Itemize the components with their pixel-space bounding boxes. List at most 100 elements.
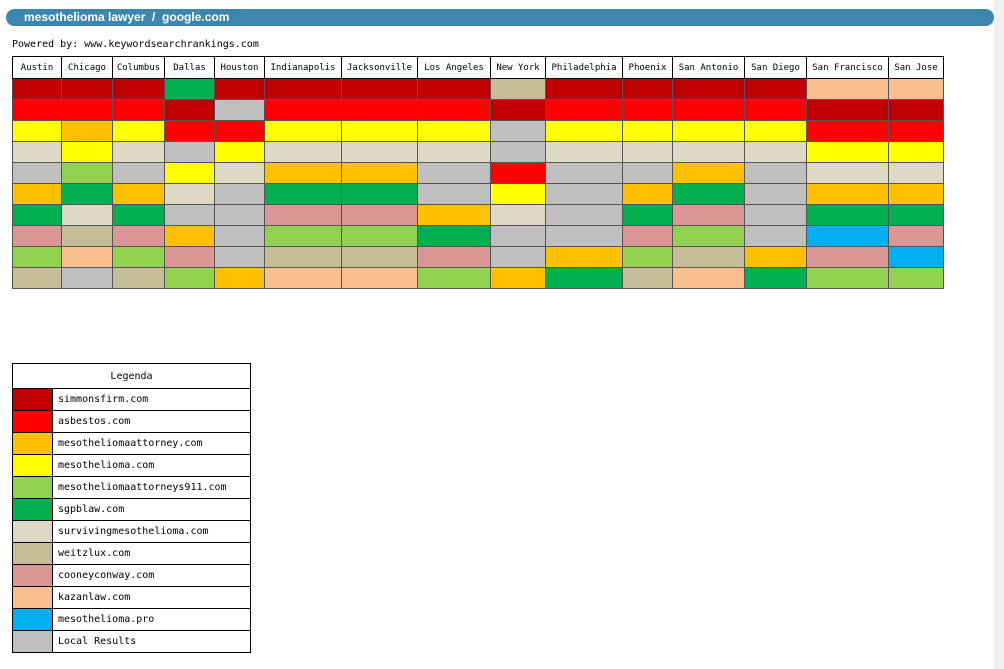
rank-cell [12, 162, 62, 184]
rank-cell [545, 246, 623, 268]
rank-cell [417, 99, 491, 121]
city-header: Los Angeles [417, 56, 491, 79]
rank-cell [12, 120, 62, 142]
city-header: Columbus [112, 56, 165, 79]
rank-cell [744, 204, 807, 226]
rank-cell [61, 120, 113, 142]
city-header: San Diego [744, 56, 807, 79]
legend-swatch [12, 388, 53, 411]
rank-cell [214, 183, 265, 205]
rank-cell [164, 141, 215, 163]
legend-item: Local Results [12, 630, 251, 653]
city-header: San Jose [888, 56, 944, 79]
rank-cell [744, 183, 807, 205]
legend-swatch [12, 520, 53, 543]
page-scrollbar[interactable] [994, 0, 1004, 669]
powered-by-text: Powered by: www.keywordsearchrankings.co… [12, 39, 259, 50]
rank-cell [417, 141, 491, 163]
rank-cell [672, 183, 745, 205]
legend-item: sgpblaw.com [12, 498, 251, 521]
city-header: Houston [214, 56, 265, 79]
rank-cell [341, 78, 418, 100]
rank-cell [12, 267, 62, 289]
legend-item: simmonsfirm.com [12, 388, 251, 411]
rank-cell [888, 141, 944, 163]
rank-cell [341, 183, 418, 205]
city-header: Austin [12, 56, 62, 79]
legend-table: Legenda simmonsfirm.com asbestos.com mesot… [12, 363, 251, 653]
legend-item: cooneyconway.com [12, 564, 251, 587]
rank-cell [264, 267, 342, 289]
rank-cell [622, 141, 673, 163]
rank-cell [12, 183, 62, 205]
rank-cell [806, 162, 889, 184]
legend-item: kazanlaw.com [12, 586, 251, 609]
rank-cell [545, 99, 623, 121]
rank-cell [164, 246, 215, 268]
rank-cell [672, 78, 745, 100]
rank-cell [214, 78, 265, 100]
rank-cell [112, 120, 165, 142]
rank-cell [164, 225, 215, 247]
legend-swatch [12, 542, 53, 565]
rank-cell [806, 225, 889, 247]
rank-cell [622, 162, 673, 184]
rank-cell [622, 246, 673, 268]
rank-cell [545, 162, 623, 184]
rank-cell [888, 183, 944, 205]
rank-cell [806, 183, 889, 205]
rank-cell [545, 78, 623, 100]
rank-cell [164, 183, 215, 205]
rank-cell [490, 225, 546, 247]
rank-cell [490, 141, 546, 163]
header-title: mesothelioma lawyer / google.com [24, 10, 230, 24]
city-header-row: Austin Chicago Columbus Dallas Houston Indian… [12, 56, 944, 79]
rank-cell [744, 225, 807, 247]
legend-title: Legenda [12, 363, 251, 389]
rank-cell [490, 246, 546, 268]
rank-cell [61, 204, 113, 226]
rank-cell [12, 78, 62, 100]
rank-cell [744, 99, 807, 121]
rank-cell [744, 120, 807, 142]
rank-cell [545, 225, 623, 247]
rank-cell [545, 183, 623, 205]
legend-label: survivingmesothelioma.com [52, 520, 251, 543]
rank-cell [112, 78, 165, 100]
rank-cell [888, 78, 944, 100]
rank-cell [112, 225, 165, 247]
legend-item: weitzlux.com [12, 542, 251, 565]
rank-cell [490, 267, 546, 289]
rank-row [12, 246, 944, 268]
rank-cell [164, 99, 215, 121]
rank-cell [112, 183, 165, 205]
rank-cell [341, 120, 418, 142]
rank-cell [112, 141, 165, 163]
rank-cell [622, 225, 673, 247]
legend-label: weitzlux.com [52, 542, 251, 565]
rank-cell [417, 267, 491, 289]
rank-row [12, 162, 944, 184]
legend-label: Local Results [52, 630, 251, 653]
rank-cell [341, 267, 418, 289]
rank-cell [341, 246, 418, 268]
rank-row [12, 204, 944, 226]
rank-cell [214, 225, 265, 247]
rank-cell [61, 246, 113, 268]
rank-cell [264, 162, 342, 184]
legend-item: mesothelioma.com [12, 454, 251, 477]
header-bar: mesothelioma lawyer / google.com [6, 9, 994, 26]
rank-cell [164, 78, 215, 100]
rank-cell [112, 99, 165, 121]
rank-cell [214, 141, 265, 163]
city-header: New York [490, 56, 546, 79]
legend-label: mesothelioma.com [52, 454, 251, 477]
rank-cell [806, 204, 889, 226]
rank-cell [490, 162, 546, 184]
city-header: Phoenix [622, 56, 673, 79]
rank-cell [264, 225, 342, 247]
city-header: Indianapolis [264, 56, 342, 79]
legend-item: asbestos.com [12, 410, 251, 433]
city-header: San Antonio [672, 56, 745, 79]
rank-cell [341, 225, 418, 247]
